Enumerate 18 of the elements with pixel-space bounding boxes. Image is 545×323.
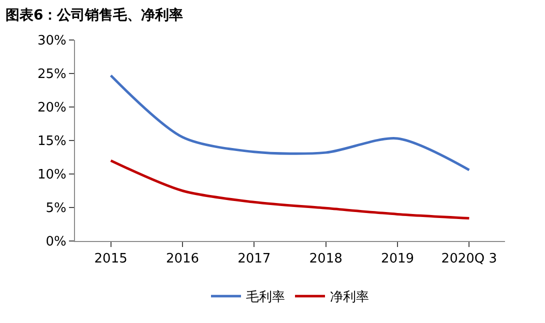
y-tick-label: 5%: [46, 201, 66, 216]
y-tick-label: 10%: [37, 168, 66, 183]
x-tick-label: 2016: [166, 252, 200, 267]
y-tick-label: 25%: [37, 67, 66, 82]
chart-title: 图表6：公司销售毛、净利率: [5, 6, 184, 24]
y-tick-label: 0%: [46, 234, 66, 250]
legend-label: 净利率: [330, 289, 369, 306]
line-series: [110, 74, 470, 172]
y-tick-label: 15%: [37, 134, 66, 150]
x-tick-label: 2020Q 3: [441, 252, 498, 267]
x-tick-label: 2019: [380, 252, 414, 267]
x-tick-label: 2018: [309, 252, 342, 267]
y-tick-label: 20%: [37, 100, 66, 116]
y-tick-label: 30%: [37, 34, 66, 49]
line-series: [110, 159, 470, 220]
x-tick-label: 2015: [94, 252, 128, 267]
x-tick-label: 2017: [238, 252, 271, 267]
legend-label: 毛利率: [246, 289, 285, 306]
